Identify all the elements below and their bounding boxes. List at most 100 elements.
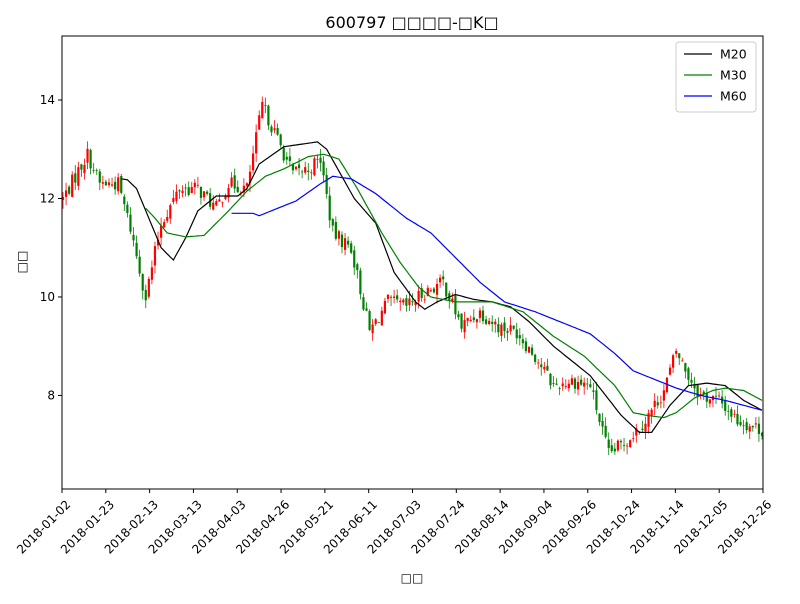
candle-body bbox=[380, 310, 383, 326]
candle-body bbox=[374, 319, 377, 324]
candle-body bbox=[245, 183, 249, 186]
candle-body bbox=[227, 187, 230, 198]
candle-body bbox=[343, 238, 347, 250]
candle-body bbox=[432, 288, 436, 293]
candle-body bbox=[270, 126, 273, 133]
candle-body bbox=[622, 445, 626, 446]
candle-body bbox=[362, 297, 365, 310]
candle-body bbox=[671, 355, 675, 368]
candle-body bbox=[626, 445, 629, 447]
candle-body bbox=[285, 156, 288, 160]
candle-body bbox=[166, 216, 169, 221]
candle-body bbox=[457, 314, 460, 318]
candles-group bbox=[61, 96, 764, 456]
candle-body bbox=[251, 153, 255, 171]
candle-body bbox=[601, 420, 604, 427]
y-axis-ticks: 8 10 12 14 bbox=[40, 93, 62, 402]
candle-body bbox=[144, 289, 147, 301]
candle-body bbox=[552, 383, 555, 384]
candle-body bbox=[77, 167, 80, 186]
candle-body bbox=[549, 373, 552, 386]
candle-body bbox=[319, 157, 322, 163]
candle-body bbox=[540, 364, 543, 368]
line-m60 bbox=[231, 175, 763, 411]
candle-body bbox=[153, 246, 157, 266]
candle-body bbox=[178, 190, 181, 192]
candle-body bbox=[276, 128, 279, 135]
candle-body bbox=[644, 423, 647, 432]
candle-body bbox=[218, 199, 221, 202]
candle-body bbox=[288, 156, 291, 161]
candle-body bbox=[104, 181, 108, 186]
candle-body bbox=[687, 368, 690, 380]
candle-body bbox=[80, 164, 83, 170]
candle-body bbox=[221, 202, 224, 204]
candle-body bbox=[264, 105, 267, 106]
plot-area bbox=[62, 36, 763, 489]
candle-body bbox=[518, 335, 521, 339]
x-axis-label: □□ bbox=[401, 571, 424, 585]
candle-body bbox=[389, 296, 393, 298]
candle-body bbox=[193, 182, 196, 188]
candle-body bbox=[757, 423, 761, 435]
candle-body bbox=[307, 170, 310, 173]
legend-label-m20: M20 bbox=[720, 47, 747, 62]
candle-body bbox=[92, 169, 95, 171]
candle-body bbox=[506, 330, 509, 333]
candle-body bbox=[730, 409, 733, 417]
candle-body bbox=[714, 395, 718, 397]
candle-body bbox=[399, 300, 402, 303]
candle-body bbox=[107, 182, 111, 186]
candle-body bbox=[402, 299, 405, 303]
candle-body bbox=[209, 193, 212, 207]
candle-body bbox=[742, 425, 745, 427]
candle-body bbox=[393, 296, 396, 298]
candle-body bbox=[475, 319, 478, 323]
legend-label-m30: M30 bbox=[720, 68, 747, 83]
candle-body bbox=[325, 175, 328, 194]
candle-body bbox=[169, 205, 172, 219]
candle-body bbox=[647, 413, 650, 427]
candle-body bbox=[141, 274, 144, 291]
candle-body bbox=[527, 347, 531, 353]
candle-body bbox=[212, 202, 215, 210]
candle-body bbox=[117, 177, 120, 192]
candle-body bbox=[129, 214, 132, 232]
candle-body bbox=[347, 240, 350, 245]
candle-body bbox=[340, 234, 344, 248]
candle-body bbox=[754, 423, 757, 425]
candle-body bbox=[635, 428, 638, 436]
candle-body bbox=[334, 221, 337, 239]
candle-body bbox=[736, 413, 739, 425]
candle-body bbox=[466, 318, 469, 321]
candle-body bbox=[172, 198, 175, 203]
candle-body bbox=[592, 390, 595, 392]
candle-body bbox=[242, 185, 245, 193]
candle-body bbox=[331, 219, 334, 226]
candle-body bbox=[426, 287, 429, 297]
candle-body bbox=[202, 191, 206, 198]
candle-body bbox=[408, 298, 411, 306]
candle-body bbox=[613, 448, 616, 452]
candle-body bbox=[567, 383, 570, 389]
candle-body bbox=[150, 267, 154, 280]
candle-body bbox=[337, 231, 341, 239]
candle-body bbox=[659, 402, 662, 404]
candle-body bbox=[632, 438, 635, 440]
candle-body bbox=[187, 187, 190, 195]
candle-body bbox=[301, 171, 304, 173]
candle-body bbox=[156, 239, 160, 246]
candle-body bbox=[196, 184, 199, 186]
candle-body bbox=[64, 190, 68, 197]
candle-body bbox=[702, 391, 705, 395]
candle-body bbox=[555, 383, 558, 385]
candle-body bbox=[132, 234, 135, 241]
candle-body bbox=[120, 176, 123, 193]
candle-body bbox=[598, 413, 601, 422]
candle-body bbox=[110, 184, 114, 186]
candle-body bbox=[248, 171, 252, 184]
candle-body bbox=[484, 319, 488, 324]
candle-body bbox=[515, 329, 518, 339]
